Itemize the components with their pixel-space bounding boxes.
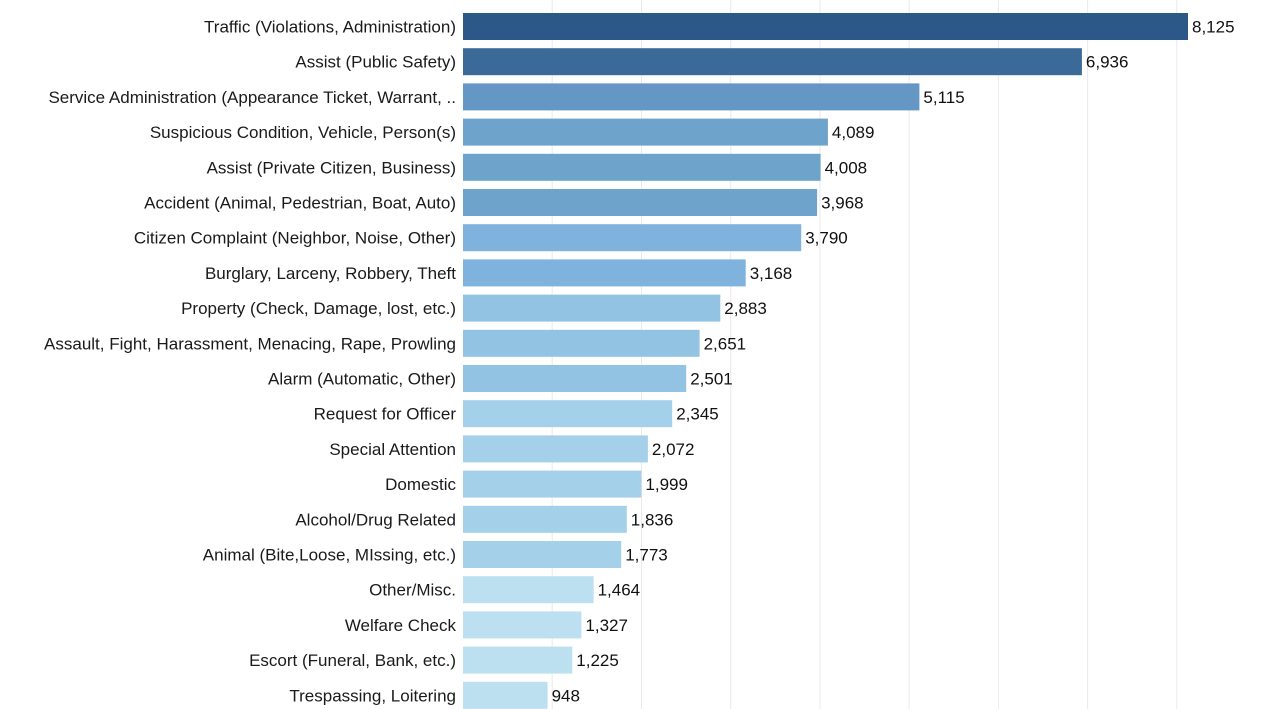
category-label: Domestic — [385, 475, 456, 494]
category-label: Assist (Private Citizen, Business) — [207, 158, 456, 177]
category-label: Citizen Complaint (Neighbor, Noise, Othe… — [134, 229, 456, 248]
category-label: Service Administration (Appearance Ticke… — [48, 88, 456, 107]
value-label: 3,968 — [821, 194, 864, 213]
category-label: Accident (Animal, Pedestrian, Boat, Auto… — [144, 194, 456, 213]
bar[interactable] — [463, 153, 821, 181]
bar[interactable] — [463, 83, 920, 111]
value-label: 8,125 — [1192, 18, 1235, 37]
value-label: 1,773 — [625, 546, 668, 565]
value-label: 2,072 — [652, 440, 695, 459]
category-label: Assault, Fight, Harassment, Menacing, Ra… — [44, 334, 456, 353]
value-label: 1,225 — [576, 651, 619, 670]
value-label: 5,115 — [923, 88, 964, 107]
value-label: 948 — [552, 686, 580, 705]
value-label: 1,464 — [598, 581, 641, 600]
category-label: Traffic (Violations, Administration) — [204, 18, 456, 37]
category-label: Animal (Bite,Loose, MIssing, etc.) — [203, 546, 456, 565]
category-label: Escort (Funeral, Bank, etc.) — [249, 651, 456, 670]
value-label: 6,936 — [1086, 53, 1129, 72]
category-label: Alarm (Automatic, Other) — [268, 370, 456, 389]
value-label: 4,089 — [832, 123, 875, 142]
category-label: Other/Misc. — [369, 581, 456, 600]
category-label: Property (Check, Damage, lost, etc.) — [181, 299, 456, 318]
gridlines — [551, 0, 1178, 709]
value-label: 1,836 — [631, 510, 674, 529]
value-label: 2,345 — [676, 405, 719, 424]
bar[interactable] — [463, 329, 700, 357]
bar[interactable] — [463, 541, 622, 568]
category-label: Special Attention — [329, 440, 456, 459]
bar[interactable] — [463, 400, 673, 428]
category-label: Request for Officer — [314, 405, 457, 424]
bar[interactable] — [463, 681, 548, 709]
category-label: Trespassing, Loitering — [289, 686, 456, 705]
category-label: Assist (Public Safety) — [295, 53, 456, 72]
bar[interactable] — [463, 118, 828, 146]
bars-group — [463, 13, 1188, 709]
value-label: 3,790 — [805, 229, 848, 248]
value-label: 2,651 — [704, 334, 747, 353]
bar[interactable] — [463, 365, 687, 392]
category-labels: Traffic (Violations, Administration) Assi… — [44, 18, 456, 706]
bar[interactable] — [463, 189, 818, 216]
value-label: 4,008 — [825, 158, 868, 177]
bar[interactable] — [463, 224, 802, 252]
category-label: Burglary, Larceny, Robbery, Theft — [205, 264, 456, 283]
bar[interactable] — [463, 576, 594, 604]
category-label: Alcohol/Drug Related — [295, 510, 456, 529]
bar[interactable] — [463, 48, 1082, 76]
value-label: 1,327 — [585, 616, 628, 635]
bar[interactable] — [463, 13, 1188, 40]
bar[interactable] — [463, 294, 721, 322]
bar[interactable] — [463, 259, 746, 287]
bar[interactable] — [463, 435, 648, 463]
value-label: 2,501 — [690, 370, 733, 389]
category-label: Suspicious Condition, Vehicle, Person(s) — [150, 123, 456, 142]
bar[interactable] — [463, 505, 627, 533]
bar[interactable] — [463, 646, 573, 674]
category-label: Welfare Check — [345, 616, 457, 635]
value-label: 2,883 — [724, 299, 767, 318]
value-labels: 8,125 6,936 5,115 4,089 4,008 3,968 3,790 3,168… — [552, 18, 1235, 706]
bar[interactable] — [463, 611, 582, 639]
value-label: 3,168 — [750, 264, 793, 283]
value-label: 1,999 — [645, 475, 688, 494]
bar[interactable] — [463, 470, 642, 498]
